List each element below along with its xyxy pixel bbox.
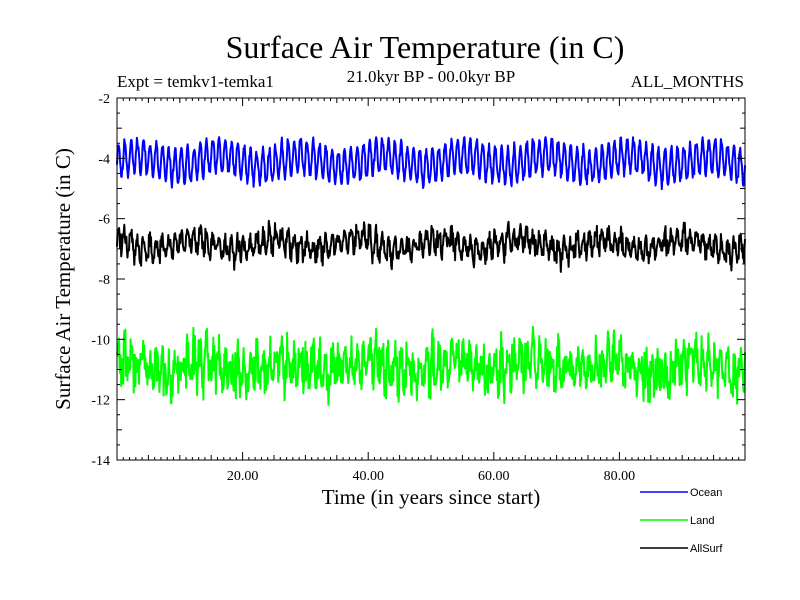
series-layer <box>116 136 746 406</box>
x-axis-label: Time (in years since start) <box>322 485 541 509</box>
experiment-label: Expt = temkv1-temka1 <box>117 72 274 91</box>
y-tick-label: -12 <box>91 394 110 409</box>
series-line-allsurf <box>116 219 746 273</box>
legend-label-allsurf: AllSurf <box>690 543 723 555</box>
y-axis-label: Surface Air Temperature (in C) <box>51 148 75 410</box>
legend: Ocean Land AllSurf <box>640 487 723 555</box>
y-tick-label: -10 <box>91 333 110 348</box>
chart-title: Surface Air Temperature (in C) <box>226 29 625 65</box>
y-tick-label: -2 <box>98 92 110 107</box>
y-tick-label: -14 <box>91 454 110 469</box>
x-tick-label: 20.00 <box>227 469 259 484</box>
time-range-label: 21.0kyr BP - 00.0kyr BP <box>347 67 515 86</box>
x-tick-label: 80.00 <box>604 469 636 484</box>
months-label: ALL_MONTHS <box>631 72 744 91</box>
legend-label-ocean: Ocean <box>690 487 722 499</box>
y-tick-label: -6 <box>98 213 110 228</box>
ticks-layer: 20.00 40.00 60.00 80.00 -14 -12 -10 -8 -6 -4 -2 <box>91 92 745 484</box>
x-tick-label: 60.00 <box>478 469 510 484</box>
x-tick-label: 40.00 <box>352 469 384 484</box>
y-tick-label: -8 <box>98 273 110 288</box>
series-line-ocean <box>116 136 746 191</box>
legend-label-land: Land <box>690 515 714 527</box>
series-line-land <box>116 325 746 406</box>
y-tick-label: -4 <box>98 152 110 167</box>
